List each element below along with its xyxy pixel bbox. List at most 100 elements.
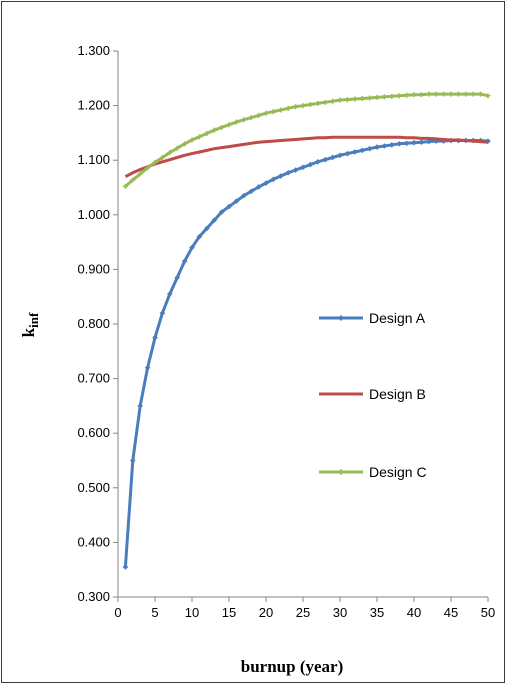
y-tick-label: 1.300 [77, 43, 110, 58]
data-point-design-c [426, 91, 432, 97]
x-axis-title: burnup (year) [241, 657, 343, 676]
data-point-design-c [226, 122, 232, 128]
data-point-design-c [270, 109, 276, 115]
data-point-design-a [167, 291, 173, 297]
data-point-design-a [263, 180, 269, 186]
data-point-design-c [263, 110, 269, 116]
y-tick-label: 0.400 [77, 534, 110, 549]
data-point-design-c [485, 93, 491, 99]
data-point-design-a [278, 173, 284, 179]
data-point-design-c [293, 104, 299, 110]
data-point-design-c [411, 92, 417, 98]
data-point-design-a [152, 334, 158, 341]
y-tick-label: 1.100 [77, 152, 110, 167]
data-point-design-a [181, 258, 188, 265]
y-tick-label: 1.000 [77, 207, 110, 222]
data-point-design-a [174, 274, 180, 281]
data-point-design-a [396, 141, 402, 147]
data-point-design-c [285, 105, 291, 111]
data-point-design-c [455, 91, 461, 97]
x-tick-label: 5 [151, 605, 158, 620]
x-tick-label: 50 [481, 605, 495, 620]
data-point-design-c [448, 91, 454, 97]
legend-label-design-a: Design A [369, 310, 426, 326]
data-point-design-a [307, 161, 314, 168]
data-point-design-a [270, 176, 277, 183]
y-tick-label: 0.500 [77, 480, 110, 495]
data-point-design-a [241, 192, 247, 199]
data-point-design-a [130, 457, 136, 464]
data-point-design-a [159, 310, 166, 316]
data-point-design-c [389, 93, 395, 99]
data-point-design-a [255, 184, 262, 190]
data-point-design-a [285, 169, 291, 176]
data-point-design-a [292, 167, 299, 173]
x-tick-label: 10 [185, 605, 199, 620]
data-point-design-c [404, 92, 410, 98]
series-line-design-a [123, 139, 489, 568]
data-point-design-a [122, 564, 129, 570]
data-point-design-c [233, 119, 239, 125]
data-point-design-c [322, 99, 328, 105]
data-point-design-a [226, 203, 232, 210]
data-point-design-c [241, 117, 247, 123]
data-point-design-c [159, 154, 165, 160]
data-point-design-c [204, 130, 210, 136]
data-point-design-c [122, 183, 128, 189]
data-point-design-c [418, 92, 424, 98]
data-point-design-c [248, 115, 254, 121]
data-point-design-c [463, 91, 469, 97]
data-point-design-c [167, 150, 173, 156]
data-point-design-c [189, 137, 195, 143]
data-point-design-c [330, 98, 336, 104]
data-point-design-a [337, 152, 343, 159]
y-tick-label: 0.900 [77, 261, 110, 276]
y-axis-title: kinf [19, 312, 41, 337]
data-point-design-c [470, 91, 476, 97]
data-point-design-c [344, 97, 350, 103]
data-point-design-c [433, 91, 439, 97]
y-tick-label: 0.800 [77, 316, 110, 331]
data-point-design-a [329, 154, 336, 161]
data-point-design-c [478, 91, 484, 97]
y-tick-label: 0.700 [77, 371, 110, 386]
data-point-design-c [307, 102, 313, 108]
data-point-design-a [248, 188, 254, 195]
data-point-design-a [426, 138, 432, 145]
data-point-design-c [381, 94, 387, 100]
data-point-design-a [144, 364, 151, 371]
data-point-design-a [218, 209, 225, 215]
data-point-design-a [374, 144, 380, 150]
data-point-design-c [359, 96, 365, 102]
data-point-design-a [381, 143, 388, 149]
data-point-design-a [196, 233, 203, 240]
legend: Design A Design B Design C [319, 310, 427, 480]
y-axis-title-main: k [19, 327, 38, 337]
x-tick-label: 0 [114, 605, 121, 620]
x-tick-label: 15 [222, 605, 236, 620]
y-axis-title-subscript: inf [26, 312, 41, 328]
data-point-design-c [315, 100, 321, 106]
series-line-design-b [124, 135, 489, 178]
data-point-design-a [359, 147, 365, 154]
data-point-design-a [344, 150, 351, 157]
data-point-design-a [315, 159, 321, 165]
x-tick-label: 40 [407, 605, 421, 620]
legend-marker-design-a [338, 315, 344, 321]
data-point-design-c [219, 124, 225, 130]
data-point-design-a [322, 156, 328, 163]
data-point-design-c [337, 97, 343, 103]
legend-label-design-c: Design C [369, 464, 427, 480]
x-tick-label: 35 [370, 605, 384, 620]
data-point-design-c [278, 107, 284, 113]
data-point-design-c [300, 103, 306, 109]
x-tick-label: 25 [296, 605, 310, 620]
y-tick-label: 0.600 [77, 425, 110, 440]
data-point-design-c [196, 134, 202, 140]
data-point-design-c [137, 171, 143, 177]
x-tick-label: 20 [259, 605, 273, 620]
data-point-design-a [366, 145, 373, 152]
data-point-design-a [389, 142, 395, 148]
